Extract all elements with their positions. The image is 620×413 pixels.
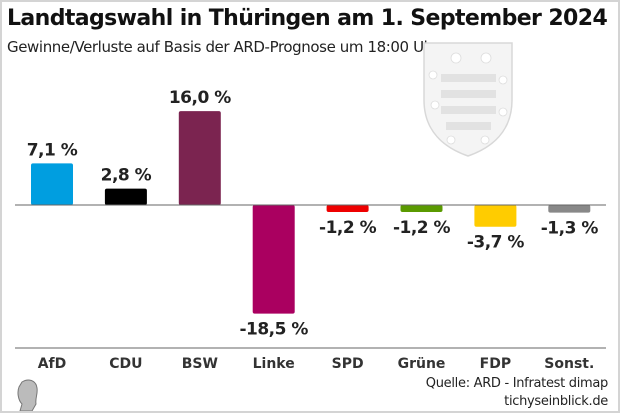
source-note: Quelle: ARD - Infratest dimap tichyseinb… [425,375,609,411]
category-label: CDU [109,356,142,372]
bar-bsw [178,111,221,205]
value-label: -18,5 % [239,320,308,340]
value-label: -1,3 % [541,219,599,239]
value-label: 16,0 % [169,88,231,108]
value-label: -1,2 % [393,218,451,238]
value-label: 7,1 % [27,140,78,160]
bar-afd [31,163,73,205]
bar-cdu [104,188,147,205]
source-label: Quelle: ARD - Infratest dimap [425,376,609,391]
category-label: AfD [38,356,67,372]
website-label: tichyseinblick.de [504,394,608,409]
category-label: Linke [253,356,295,372]
category-label: FDP [480,356,511,372]
category-label: SPD [332,356,364,372]
category-label: BSW [182,356,218,372]
value-label: -1,2 % [319,218,377,238]
bar-linke [252,205,295,314]
value-label: -3,7 % [467,233,525,253]
bar-grne [400,205,443,213]
publisher-logo-icon [17,379,38,411]
bar-sonst [548,205,591,213]
value-label: 2,8 % [101,166,152,186]
bar-fdp [474,205,517,227]
category-label: Grüne [398,356,446,372]
bar-spd [326,205,369,213]
category-label: Sonst. [544,356,594,372]
chart-title: Landtagswahl in Thüringen am 1. Septembe… [7,6,608,31]
coat-of-arms-icon [423,42,513,157]
chart-subtitle: Gewinne/Verluste auf Basis der ARD-Progn… [7,38,439,56]
